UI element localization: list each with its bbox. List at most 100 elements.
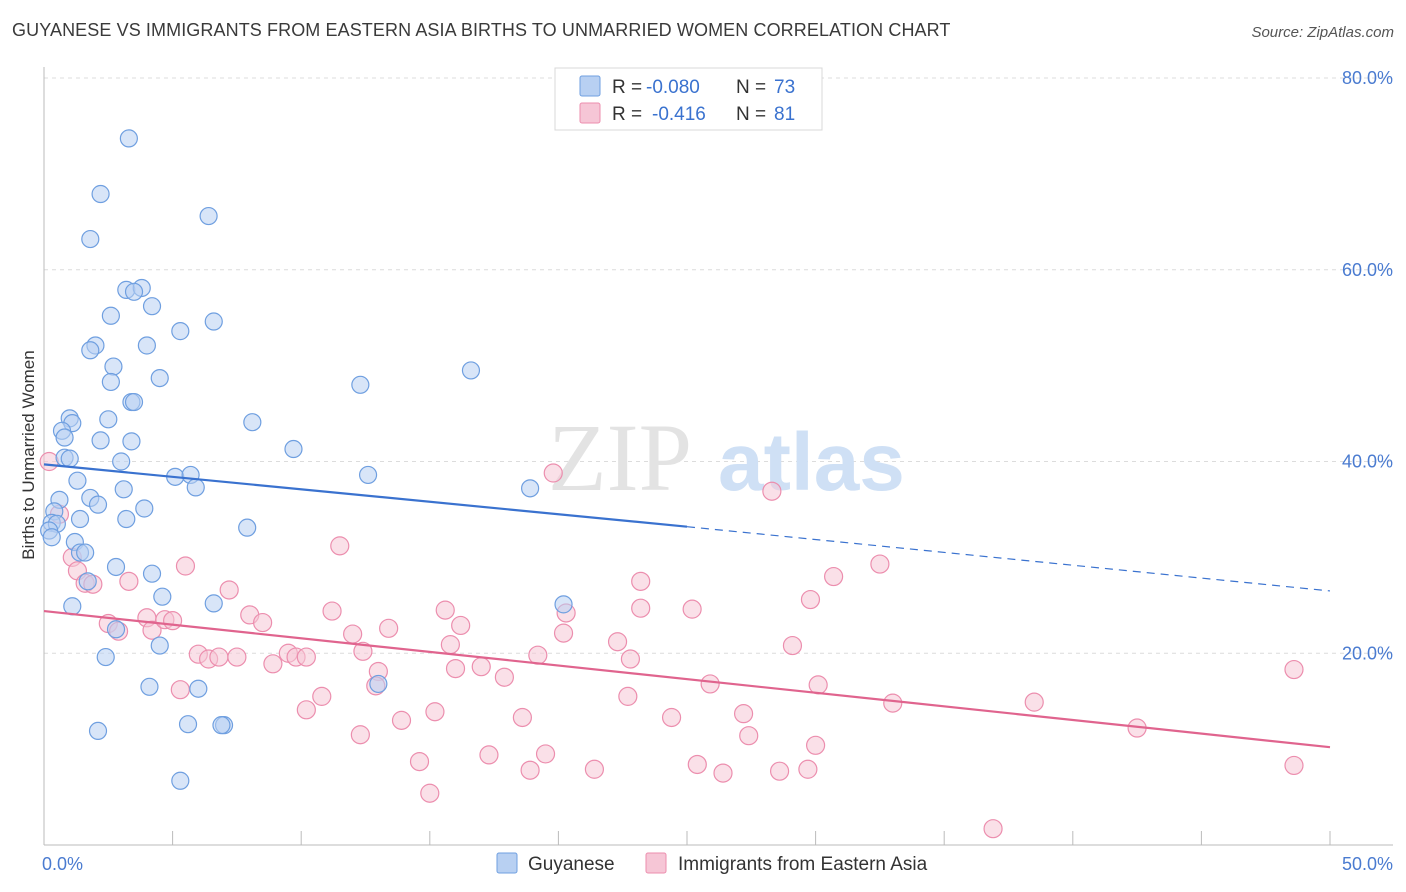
data-point-eastern-asia (535, 744, 556, 764)
data-point-eastern-asia (39, 451, 59, 472)
legend-n-label-2: N = (736, 104, 766, 125)
data-point-guyanese (68, 471, 87, 490)
data-point-guyanese (243, 413, 262, 432)
data-point-eastern-asia (808, 675, 828, 695)
data-point-eastern-asia (1024, 692, 1044, 712)
data-point-guyanese (135, 499, 154, 518)
data-point-eastern-asia (353, 641, 373, 661)
data-point-eastern-asia (209, 647, 229, 667)
data-point-guyanese (112, 452, 131, 471)
data-point-guyanese (99, 410, 118, 429)
data-point-guyanese (212, 716, 231, 735)
data-point-guyanese (358, 465, 378, 485)
trend-line-guyanese-extension (686, 526, 1331, 592)
data-point-eastern-asia (631, 571, 651, 591)
data-point-eastern-asia (1284, 755, 1304, 776)
data-point-guyanese (106, 557, 126, 577)
data-point-guyanese (204, 312, 223, 331)
y-tick-label: 20.0% (1342, 643, 1393, 663)
bottom-legend-swatch-eastern-asia (645, 852, 667, 874)
data-point-eastern-asia (553, 623, 574, 643)
data-point-guyanese (101, 372, 120, 392)
data-point-guyanese (42, 528, 61, 547)
legend-swatch-eastern-asia (579, 102, 601, 124)
data-point-eastern-asia (409, 751, 430, 772)
data-point-eastern-asia (512, 707, 532, 728)
y-tick-label: 80.0% (1342, 68, 1393, 88)
legend-r-label-2: R = (612, 104, 642, 125)
legend-swatch-guyanese (579, 75, 601, 97)
y-axis-label: Births to Unmarried Women (19, 350, 38, 559)
data-point-eastern-asia (543, 463, 563, 483)
data-point-guyanese (171, 771, 190, 790)
data-point-guyanese (81, 229, 100, 249)
data-point-eastern-asia (800, 589, 821, 610)
legend-r-value-1: -0.080 (646, 77, 700, 98)
data-point-eastern-asia (219, 580, 239, 600)
data-point-eastern-asia (805, 735, 826, 755)
data-point-guyanese (88, 721, 108, 741)
data-point-guyanese (122, 432, 141, 451)
data-point-eastern-asia (379, 618, 399, 638)
data-point-eastern-asia (227, 647, 247, 667)
data-point-eastern-asia (451, 615, 471, 636)
series-legend: Guyanese Immigrants from Eastern Asia (496, 852, 928, 875)
data-point-guyanese (76, 543, 95, 562)
data-point-guyanese (104, 357, 123, 376)
data-point-guyanese (91, 184, 110, 204)
watermark-atlas: atlas (718, 417, 905, 508)
data-point-eastern-asia (471, 657, 491, 677)
legend-n-label-1: N = (736, 77, 766, 98)
data-point-guyanese (81, 341, 100, 360)
data-point-eastern-asia (343, 624, 363, 644)
stats-legend: R = -0.080 N = 73 R = -0.416 N = 81 (554, 67, 823, 131)
data-point-guyanese (91, 431, 110, 450)
data-point-guyanese (171, 322, 190, 341)
data-point-guyanese (284, 439, 303, 459)
data-point-eastern-asia (661, 707, 682, 728)
data-point-eastern-asia (769, 761, 790, 781)
data-point-eastern-asia (142, 620, 162, 640)
data-point-guyanese (78, 572, 97, 591)
data-point-eastern-asia (700, 674, 720, 694)
data-point-guyanese (351, 375, 370, 394)
data-point-eastern-asia (607, 632, 628, 652)
bottom-legend-swatch-guyanese (496, 852, 518, 874)
data-point-guyanese (554, 595, 573, 614)
data-point-guyanese (63, 597, 82, 616)
y-tick-label: 60.0% (1342, 260, 1393, 280)
data-point-guyanese (189, 679, 208, 698)
zipatlas-watermark: ZIP atlas (548, 404, 905, 511)
data-point-guyanese (140, 677, 159, 696)
data-point-eastern-asia (330, 536, 350, 556)
legend-n-value-2: 81 (774, 104, 795, 125)
data-point-eastern-asia (119, 571, 139, 591)
data-point-eastern-asia (253, 612, 273, 633)
data-point-eastern-asia (739, 726, 759, 746)
data-point-eastern-asia (1284, 659, 1304, 680)
data-point-guyanese (521, 479, 540, 498)
data-point-guyanese (60, 449, 79, 468)
data-point-eastern-asia (175, 556, 196, 576)
data-point-eastern-asia (782, 635, 803, 656)
data-point-guyanese (124, 392, 144, 412)
data-point-guyanese (106, 620, 126, 639)
data-point-guyanese (142, 564, 162, 583)
data-point-eastern-asia (425, 702, 445, 722)
data-point-eastern-asia (163, 611, 183, 631)
data-point-eastern-asia (870, 554, 890, 574)
data-point-guyanese (142, 297, 162, 316)
data-point-eastern-asia (682, 599, 702, 619)
data-point-eastern-asia (983, 819, 1003, 839)
data-point-eastern-asia (584, 759, 605, 779)
data-point-eastern-asia (494, 667, 514, 687)
data-point-guyanese (199, 206, 218, 226)
data-point-eastern-asia (263, 654, 283, 674)
data-point-guyanese (117, 509, 136, 529)
data-point-eastern-asia (520, 760, 540, 780)
data-point-eastern-asia (883, 693, 903, 713)
data-point-guyanese (88, 495, 108, 514)
data-point-eastern-asia (620, 649, 641, 669)
data-point-eastern-asia (733, 704, 754, 724)
